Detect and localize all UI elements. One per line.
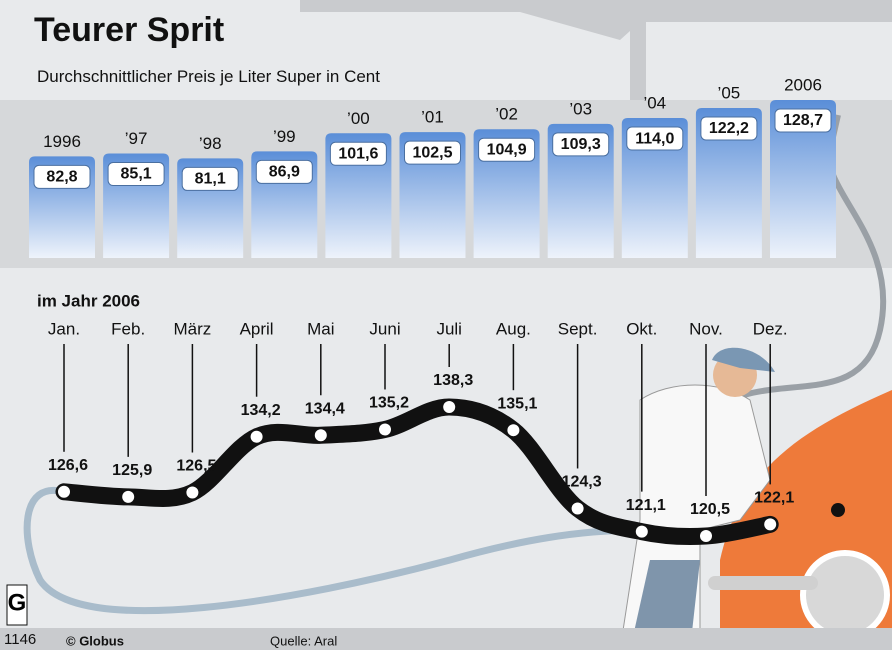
wheel xyxy=(803,553,887,637)
x-tick-label: Jan. xyxy=(48,319,80,338)
value-label: 126,6 xyxy=(48,457,88,474)
value-label: 81,1 xyxy=(195,171,226,188)
x-tick-label: Aug. xyxy=(496,319,531,338)
source: Quelle: Aral xyxy=(270,633,337,648)
point xyxy=(700,530,712,542)
bumper xyxy=(708,576,818,590)
title: Teurer Sprit xyxy=(34,11,224,49)
x-tick-label: ’04 xyxy=(643,94,666,113)
nozzle xyxy=(831,503,845,517)
x-tick-label: Juni xyxy=(369,319,400,338)
value-label: 82,8 xyxy=(46,169,77,186)
x-tick-label: Juli xyxy=(436,319,462,338)
value-label: 114,0 xyxy=(635,130,674,147)
point xyxy=(572,502,584,514)
value-label: 121,1 xyxy=(626,497,666,514)
x-tick-label: 2006 xyxy=(784,75,822,94)
x-tick-label: ’05 xyxy=(718,83,741,102)
value-label: 134,4 xyxy=(305,400,345,417)
x-tick-label: Dez. xyxy=(753,319,788,338)
value-label: 102,5 xyxy=(412,144,452,161)
x-tick-label: Mai xyxy=(307,319,334,338)
value-label: 109,3 xyxy=(561,136,601,153)
x-tick-label: April xyxy=(240,319,274,338)
point xyxy=(122,491,134,503)
hose-2 xyxy=(27,490,640,610)
x-tick-label: ’02 xyxy=(495,105,518,124)
x-tick-label: ’98 xyxy=(199,134,222,153)
value-label: 135,1 xyxy=(497,395,537,412)
value-label: 126,5 xyxy=(176,458,216,475)
value-label: 138,3 xyxy=(433,372,473,389)
value-label: 125,9 xyxy=(112,462,152,479)
subtitle: im Jahr 2006 xyxy=(37,291,140,310)
point xyxy=(58,486,70,498)
x-tick-label: 1996 xyxy=(43,132,81,151)
credit: © Globus xyxy=(66,633,124,648)
value-label: 128,7 xyxy=(783,112,823,129)
value-label: 124,3 xyxy=(562,474,602,491)
roof xyxy=(300,0,892,40)
value-label: 122,2 xyxy=(709,120,749,137)
point xyxy=(443,401,455,413)
point xyxy=(251,431,263,443)
value-label: 86,9 xyxy=(269,164,300,181)
point xyxy=(315,429,327,441)
footer-strip xyxy=(0,628,892,650)
value-label: 104,9 xyxy=(487,141,527,158)
x-tick-label: März xyxy=(174,319,212,338)
x-tick-label: ’99 xyxy=(273,127,296,146)
x-tick-label: ’03 xyxy=(569,99,592,118)
x-tick-label: Nov. xyxy=(689,319,723,338)
infographic: G Teurer Sprit im Jahr 2006 1146 © Globu… xyxy=(0,0,892,650)
point xyxy=(507,424,519,436)
x-tick-label: Sept. xyxy=(558,319,598,338)
value-label: 135,2 xyxy=(369,395,409,412)
chart: G Teurer Sprit im Jahr 2006 1146 © Globu… xyxy=(0,0,892,650)
x-tick-label: ’01 xyxy=(421,108,444,127)
x-tick-label: ’00 xyxy=(347,109,370,128)
point xyxy=(636,526,648,538)
point xyxy=(186,487,198,499)
value-label: 101,6 xyxy=(338,145,378,162)
value-label: 85,1 xyxy=(121,166,152,183)
x-tick-label: ’97 xyxy=(125,129,148,148)
value-label: 134,2 xyxy=(241,402,281,419)
x-tick-label: Feb. xyxy=(111,319,145,338)
point xyxy=(379,423,391,435)
x-tick-label: Okt. xyxy=(626,319,657,338)
point xyxy=(764,518,776,530)
logo-letter: G xyxy=(8,589,27,616)
value-label: 122,1 xyxy=(754,490,794,507)
subtitle: Durchschnittlicher Preis je Liter Super … xyxy=(37,66,397,88)
id: 1146 xyxy=(4,631,36,648)
value-label: 120,5 xyxy=(690,501,730,518)
